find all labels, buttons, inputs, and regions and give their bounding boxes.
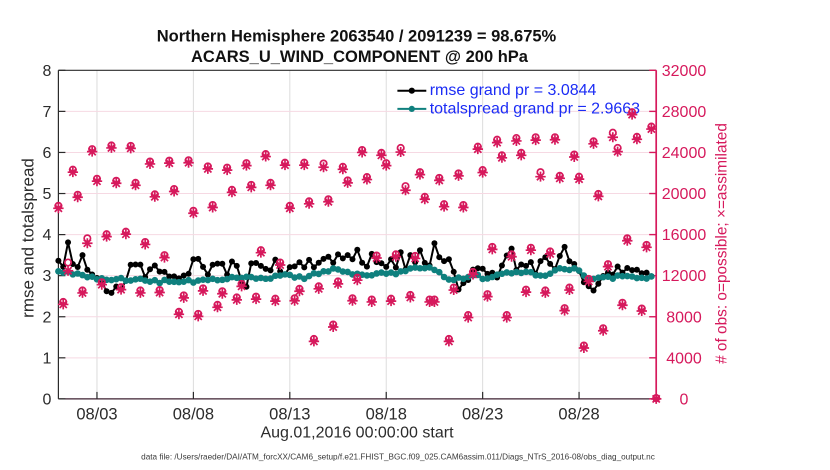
svg-text:3: 3	[42, 268, 51, 285]
svg-text:data file: /Users/raeder/DAI/A: data file: /Users/raeder/DAI/ATM_forcXX/…	[141, 453, 655, 462]
svg-text:Northern Hemisphere 2063540 /: Northern Hemisphere 2063540 / 2091239 = …	[157, 28, 557, 46]
svg-text:08/23: 08/23	[462, 406, 503, 424]
svg-text:2: 2	[42, 309, 51, 326]
svg-text:0: 0	[42, 391, 51, 408]
svg-text:6: 6	[42, 145, 51, 162]
svg-text:totalspread grand pr = 2.9663: totalspread grand pr = 2.9663	[430, 101, 640, 118]
svg-text:08/13: 08/13	[269, 406, 310, 424]
svg-text:12000: 12000	[662, 268, 707, 285]
svg-text:08/08: 08/08	[173, 406, 214, 424]
svg-text:1: 1	[42, 350, 51, 367]
svg-text:0: 0	[680, 391, 689, 408]
svg-text:16000: 16000	[662, 227, 707, 244]
svg-text:Aug.01,2016 00:00:00 start: Aug.01,2016 00:00:00 start	[260, 425, 454, 442]
svg-text:# of obs: o=possible; ×=assimi: # of obs: o=possible; ×=assimilated	[714, 123, 731, 364]
svg-text:rmse and totalspread: rmse and totalspread	[19, 158, 38, 318]
svg-text:4000: 4000	[666, 350, 702, 367]
svg-text:ACARS_U_WIND_COMPONENT @ 200 h: ACARS_U_WIND_COMPONENT @ 200 hPa	[191, 48, 529, 66]
svg-text:24000: 24000	[662, 145, 707, 162]
svg-text:8000: 8000	[666, 309, 702, 326]
svg-text:7: 7	[42, 104, 51, 121]
svg-text:08/18: 08/18	[366, 406, 407, 424]
svg-text:32000: 32000	[662, 63, 707, 80]
svg-text:8: 8	[42, 63, 51, 80]
svg-text:08/28: 08/28	[558, 406, 599, 424]
svg-text:5: 5	[42, 186, 51, 203]
svg-text:28000: 28000	[662, 104, 707, 121]
svg-text:4: 4	[42, 227, 51, 244]
svg-text:20000: 20000	[662, 186, 707, 203]
svg-text:08/03: 08/03	[76, 406, 117, 424]
svg-text:rmse grand pr = 3.0844: rmse grand pr = 3.0844	[430, 82, 597, 99]
